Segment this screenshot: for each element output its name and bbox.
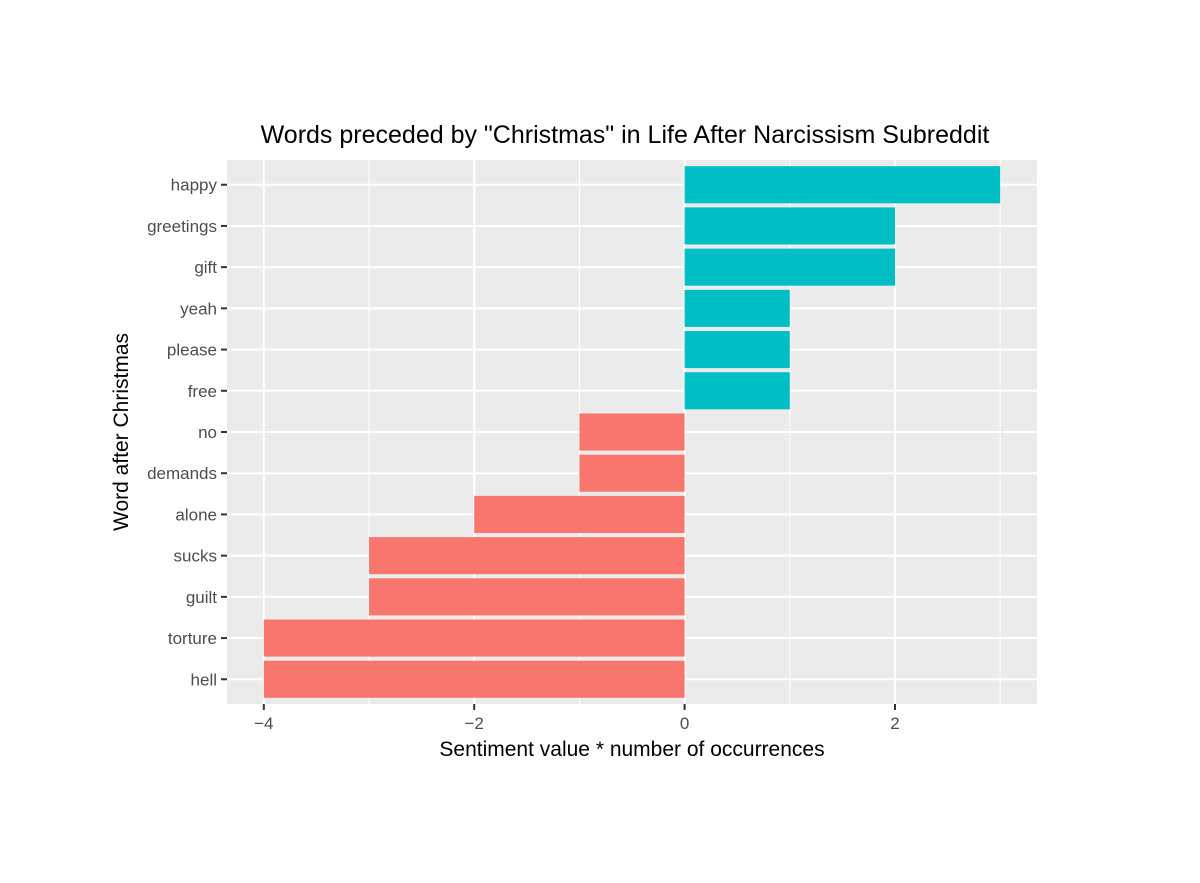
x-tick-label: 0 bbox=[680, 714, 689, 733]
bar-no bbox=[579, 413, 685, 451]
y-axis: happy greetings gift yeah please free no demand… bbox=[147, 176, 227, 689]
x-axis-title: Sentiment value * number of occurrences bbox=[439, 738, 824, 761]
y-tick-label: greetings bbox=[147, 217, 217, 236]
bar-greetings bbox=[684, 207, 895, 245]
x-axis: −4 −2 0 2 bbox=[254, 704, 900, 733]
y-tick-label: sucks bbox=[174, 547, 217, 566]
bar-sucks bbox=[369, 537, 685, 575]
bar-gift bbox=[684, 248, 895, 286]
y-tick-label: yeah bbox=[180, 299, 217, 318]
y-tick-label: demands bbox=[147, 464, 217, 483]
x-tick-label: −2 bbox=[465, 714, 484, 733]
bar-please bbox=[684, 331, 790, 369]
bar-alone bbox=[474, 495, 685, 533]
y-tick-label: free bbox=[188, 382, 217, 401]
y-tick-label: no bbox=[198, 423, 217, 442]
x-tick-label: −4 bbox=[254, 714, 273, 733]
bars bbox=[263, 166, 1001, 698]
bar-happy bbox=[684, 166, 1001, 204]
bar-demands bbox=[579, 454, 685, 492]
y-tick-label: happy bbox=[171, 176, 218, 195]
bar-free bbox=[684, 372, 790, 410]
y-tick-label: hell bbox=[191, 670, 217, 689]
y-tick-label: please bbox=[167, 341, 217, 360]
chart-title: Words preceded by "Christmas" in Life Af… bbox=[261, 121, 990, 149]
bar-guilt bbox=[369, 578, 685, 616]
bar-yeah bbox=[684, 289, 790, 327]
y-tick-label: guilt bbox=[186, 588, 217, 607]
y-tick-label: gift bbox=[194, 258, 217, 277]
y-tick-label: torture bbox=[168, 629, 217, 648]
y-tick-label: alone bbox=[175, 505, 217, 524]
bar-torture bbox=[263, 619, 685, 657]
bar-hell bbox=[263, 660, 685, 698]
x-tick-label: 2 bbox=[890, 714, 899, 733]
y-axis-title: Word after Christmas bbox=[110, 333, 133, 531]
